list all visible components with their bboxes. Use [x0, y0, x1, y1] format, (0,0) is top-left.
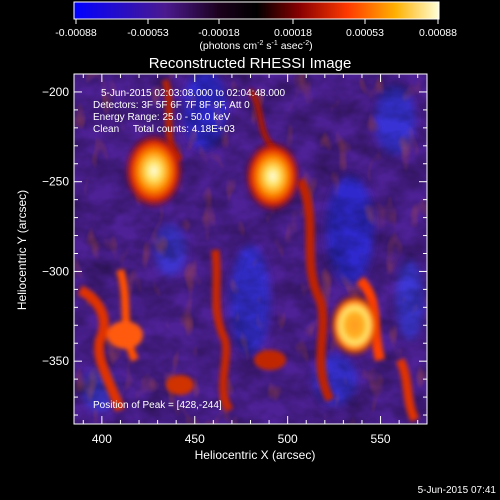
colorbar-tick-label: -0.00018	[198, 27, 240, 39]
x-tick-label: 500	[278, 432, 298, 446]
flare-source	[329, 292, 381, 358]
annotation-block: 5-Jun-2015 02:03:08.000 to 02:04:48.000 …	[93, 88, 285, 411]
flare-source	[244, 140, 302, 213]
x-axis: 400 450 500 550	[82, 74, 419, 446]
clean-counts-text: Clean Total counts: 4.18E+03	[93, 124, 235, 135]
colorbar-tick-label: 0.00088	[419, 27, 457, 39]
y-axis-label: Heliocentric Y (arcsec)	[15, 190, 29, 310]
plot-title: Reconstructed RHESSI Image	[149, 55, 352, 72]
flare-source	[123, 132, 184, 209]
colorbar-units: (photons cm-2 s-1 asec-2)	[199, 40, 312, 52]
colorbar-tick-label: -0.00088	[55, 27, 97, 39]
y-tick-label: −300	[42, 264, 69, 278]
footer-timestamp: 5-Jun-2015 07:41	[418, 485, 497, 496]
colorbar-tick-label: 0.00018	[274, 27, 312, 39]
peak-position-text: Position of Peak = [428,-244]	[93, 400, 222, 411]
x-tick-label: 400	[92, 432, 112, 446]
y-tick-label: −350	[42, 354, 69, 368]
y-axis: −200 −250 −300 −350	[42, 73, 427, 416]
x-tick-label: 550	[371, 432, 391, 446]
energy-range-text: Energy Range: 25.0 - 50.0 keV	[93, 112, 231, 123]
y-tick-label: −200	[42, 85, 69, 99]
time-range-text: 5-Jun-2015 02:03:08.000 to 02:04:48.000	[101, 88, 285, 99]
colorbar-tick-label: 0.00053	[346, 27, 384, 39]
colorbar-tick-label: -0.00053	[127, 27, 169, 39]
colorbar-ticks: -0.00088 -0.00053 -0.00018 0.00018 0.00053 0.…	[55, 19, 457, 39]
flare-sources	[123, 132, 381, 358]
x-axis-label: Heliocentric X (arcsec)	[195, 448, 316, 462]
x-tick-label: 450	[185, 432, 205, 446]
colorbar-gradient	[73, 1, 440, 20]
detectors-text: Detectors: 3F 5F 6F 7F 8F 9F, Att 0	[93, 100, 250, 111]
y-tick-label: −250	[42, 175, 69, 189]
colorbar: -0.00088 -0.00053 -0.00018 0.00018 0.00053 0.…	[55, 1, 457, 52]
rhessi-image	[74, 74, 427, 424]
